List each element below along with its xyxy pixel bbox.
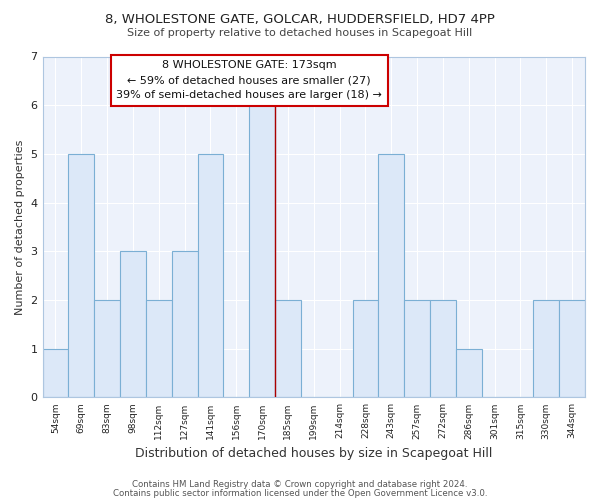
Bar (68, 154, 94, 398)
Bar (379, 154, 404, 398)
Bar (353, 300, 379, 398)
Bar (146, 300, 172, 398)
Bar (197, 154, 223, 398)
Text: 8, WHOLESTONE GATE, GOLCAR, HUDDERSFIELD, HD7 4PP: 8, WHOLESTONE GATE, GOLCAR, HUDDERSFIELD… (105, 12, 495, 26)
X-axis label: Distribution of detached houses by size in Scapegoat Hill: Distribution of detached houses by size … (135, 447, 493, 460)
Bar (120, 252, 146, 398)
Bar (430, 300, 456, 398)
Y-axis label: Number of detached properties: Number of detached properties (15, 140, 25, 314)
Text: 8 WHOLESTONE GATE: 173sqm
← 59% of detached houses are smaller (27)
39% of semi-: 8 WHOLESTONE GATE: 173sqm ← 59% of detac… (116, 60, 382, 100)
Bar (456, 348, 482, 398)
Bar (533, 300, 559, 398)
Bar (43, 348, 68, 398)
Bar (404, 300, 430, 398)
Bar (275, 300, 301, 398)
Text: Contains public sector information licensed under the Open Government Licence v3: Contains public sector information licen… (113, 489, 487, 498)
Text: Contains HM Land Registry data © Crown copyright and database right 2024.: Contains HM Land Registry data © Crown c… (132, 480, 468, 489)
Bar (559, 300, 585, 398)
Text: Size of property relative to detached houses in Scapegoat Hill: Size of property relative to detached ho… (127, 28, 473, 38)
Bar (172, 252, 197, 398)
Bar (94, 300, 120, 398)
Bar (249, 105, 275, 398)
